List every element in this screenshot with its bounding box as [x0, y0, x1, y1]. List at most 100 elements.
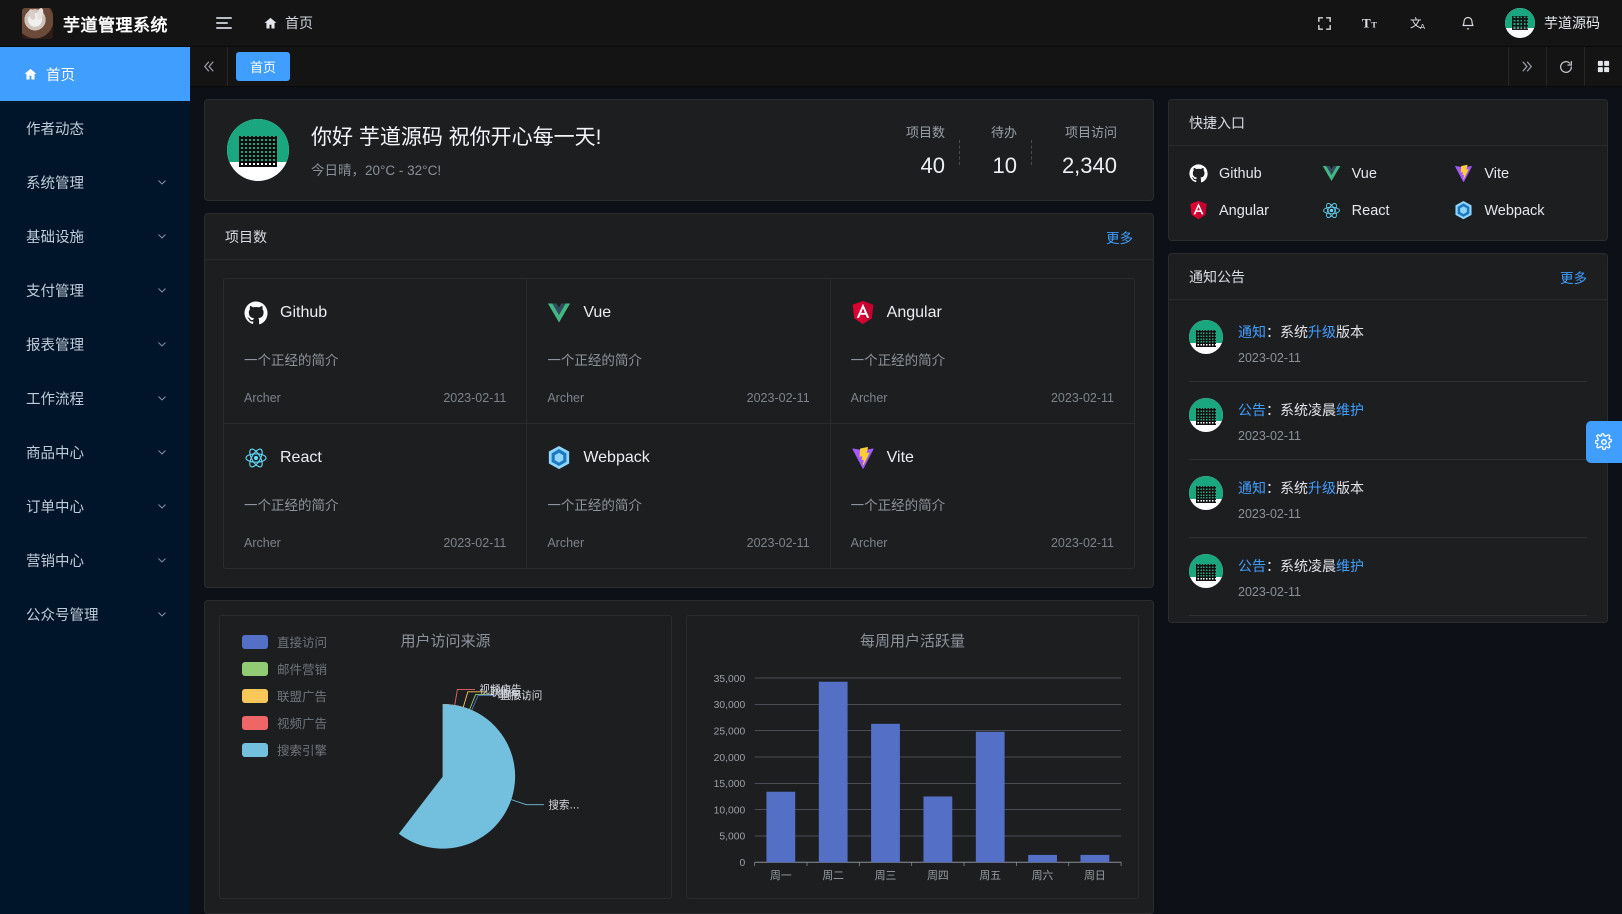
sidebar-item-product[interactable]: 商品中心: [0, 425, 190, 479]
qrcode-avatar: [1189, 398, 1223, 432]
notices-more-link[interactable]: 更多: [1560, 270, 1587, 286]
legend-item[interactable]: 搜索引擎: [242, 740, 327, 759]
breadcrumb[interactable]: 首页: [262, 13, 313, 33]
projects-more-link[interactable]: 更多: [1106, 230, 1133, 246]
project-card[interactable]: Github 一个正经的简介 Archer 2023-02-11: [224, 279, 528, 424]
qrcode-avatar: [1189, 554, 1223, 588]
chevron-down-icon: [158, 612, 166, 617]
main-column: 首页 你好 芋道源: [190, 47, 1622, 914]
project-author: Archer: [244, 391, 281, 405]
project-footer: Archer 2023-02-11: [851, 536, 1114, 550]
projects-box: Github 一个正经的简介 Archer 2023-02-11: [223, 278, 1135, 569]
sidebar-item-workflow[interactable]: 工作流程: [0, 371, 190, 425]
project-card[interactable]: Angular 一个正经的简介 Archer 2023-02-11: [830, 279, 1134, 424]
project-author: Archer: [850, 536, 888, 550]
project-footer: Archer 2023-02-11: [547, 391, 809, 405]
notice-item[interactable]: 通知：系统升级版本 2023-02-11: [1189, 460, 1587, 538]
quick-entry-webpack[interactable]: Webpack: [1454, 201, 1587, 220]
quick-entry-react[interactable]: React: [1322, 201, 1455, 220]
project-author: Archer: [547, 536, 585, 550]
bar-chart[interactable]: 每周用户活跃量 0 5,000 10,000 15,000 20,000 25,000 30…: [686, 615, 1139, 899]
sidebar-item-order[interactable]: 订单中心: [0, 479, 190, 533]
sidebar-item-author-news[interactable]: 作者动态: [0, 101, 190, 155]
sidebar-item-report[interactable]: 报表管理: [0, 317, 190, 371]
tab-home[interactable]: 首页: [236, 52, 291, 81]
sidebar-item-payment[interactable]: 支付管理: [0, 263, 190, 317]
legend-item[interactable]: 视频广告: [242, 713, 327, 732]
grid-icon[interactable]: [1584, 47, 1622, 86]
menu-fold-icon[interactable]: [216, 13, 236, 33]
sidebar-item-marketing[interactable]: 营销中心: [0, 533, 190, 587]
project-card[interactable]: React 一个正经的简介 Archer 2023-02-11: [224, 424, 528, 568]
notice-item[interactable]: 公告：系统凌晨维护 2023-02-11: [1189, 382, 1587, 460]
project-card[interactable]: Vite 一个正经的简介 Archer 2023-02-11: [831, 424, 1134, 568]
project-date: 2023-02-11: [746, 536, 810, 550]
bell-icon[interactable]: [1457, 12, 1479, 34]
project-desc: 一个正经的简介: [244, 353, 339, 368]
vite-icon: [851, 446, 875, 470]
chevron-double-right-icon[interactable]: [1508, 47, 1546, 86]
banner-stats: 项目数 40 待办 10 项目访问 2,340: [887, 122, 1131, 179]
qrcode-avatar: [1189, 476, 1223, 510]
sidebar-item-home[interactable]: 首页: [0, 47, 190, 101]
project-card[interactable]: Webpack 一个正经的简介 Archer 2023-02-11: [527, 424, 831, 568]
charts-card: 用户访问来源 直接访问 邮件营销: [204, 600, 1154, 914]
fullscreen-icon[interactable]: [1313, 12, 1335, 34]
sidebar-item-system[interactable]: 系统管理: [0, 155, 190, 209]
quick-entry-angular[interactable]: Angular: [1189, 201, 1322, 220]
notice-date: 2023-02-11: [1238, 351, 1302, 365]
svg-text:周一: 周一: [770, 869, 792, 882]
github-icon: [1189, 164, 1208, 183]
svg-text:10,000: 10,000: [714, 805, 746, 816]
refresh-icon[interactable]: [1546, 47, 1584, 86]
sidebar-item-label: 订单中心: [26, 499, 84, 516]
pie-chart[interactable]: 用户访问来源 直接访问 邮件营销: [219, 615, 672, 899]
webpack-icon: [1454, 201, 1473, 220]
project-card[interactable]: Vue 一个正经的简介 Archer 2023-02-11: [527, 279, 831, 424]
pie-canvas: 直接访问邮件...联盟...视频广告搜索...: [398, 683, 580, 849]
legend-label: 搜索引擎: [277, 744, 328, 758]
notice-item[interactable]: 通知：系统升级版本 2023-02-11: [1189, 304, 1587, 382]
user-menu[interactable]: 芋道源码: [1505, 8, 1604, 38]
bar-chart-title: 每周用户活跃量: [859, 633, 965, 650]
quick-entry-github[interactable]: Github: [1189, 164, 1322, 183]
svg-text:30,000: 30,000: [714, 700, 746, 711]
notice-highlight: 维护: [1336, 402, 1364, 418]
project-desc: 一个正经的简介: [850, 498, 946, 513]
project-head: Vite: [851, 446, 1114, 470]
project-name: Webpack: [583, 449, 650, 466]
translate-icon[interactable]: 文 A: [1409, 12, 1431, 34]
legend-item[interactable]: 邮件营销: [242, 659, 327, 678]
svg-text:T: T: [1371, 20, 1377, 30]
legend-item[interactable]: 联盟广告: [242, 686, 327, 705]
legend-item[interactable]: 直接访问: [242, 632, 327, 651]
chevron-down-icon: [158, 180, 166, 185]
quick-entry-vue[interactable]: Vue: [1322, 164, 1455, 183]
svg-text:周三: 周三: [875, 869, 897, 882]
vite-icon: [1454, 164, 1473, 183]
app-title: 芋道管理系统: [63, 15, 168, 35]
brand[interactable]: 芋道管理系统: [0, 7, 190, 39]
notice-title: 公告：系统凌晨维护: [1238, 556, 1587, 576]
sidebar-item-infra[interactable]: 基础设施: [0, 209, 190, 263]
svg-text:周四: 周四: [927, 869, 949, 882]
notice-date: 2023-02-11: [1238, 585, 1302, 599]
legend-label: 直接访问: [277, 636, 328, 650]
quick-entry-vite[interactable]: Vite: [1454, 164, 1587, 183]
qrcode-avatar: [1189, 320, 1223, 354]
chevron-down-icon: [158, 450, 166, 455]
sidebar-item-mp[interactable]: 公众号管理: [0, 587, 190, 641]
svg-text:35,000: 35,000: [714, 674, 746, 685]
body-row: 首页 作者动态 系统管理 基础设施 支付管理 报表管理 工作流程: [0, 47, 1622, 914]
svg-text:0: 0: [740, 858, 746, 869]
legend-label: 联盟广告: [277, 690, 328, 704]
settings-float-button[interactable]: [1586, 421, 1622, 463]
notice-item[interactable]: 公告：系统凌晨维护 2023-02-11: [1189, 538, 1587, 616]
chevron-double-left-icon[interactable]: [190, 47, 228, 86]
stat-value: 2,340: [1061, 152, 1117, 178]
font-size-icon[interactable]: T T: [1361, 12, 1383, 34]
breadcrumb-label: 首页: [285, 15, 313, 31]
notice-text: 通知：系统升级版本 2023-02-11: [1238, 320, 1587, 365]
notice-sep: ：系统凌晨: [1266, 558, 1336, 574]
notice-sep: ：系统: [1266, 324, 1308, 340]
